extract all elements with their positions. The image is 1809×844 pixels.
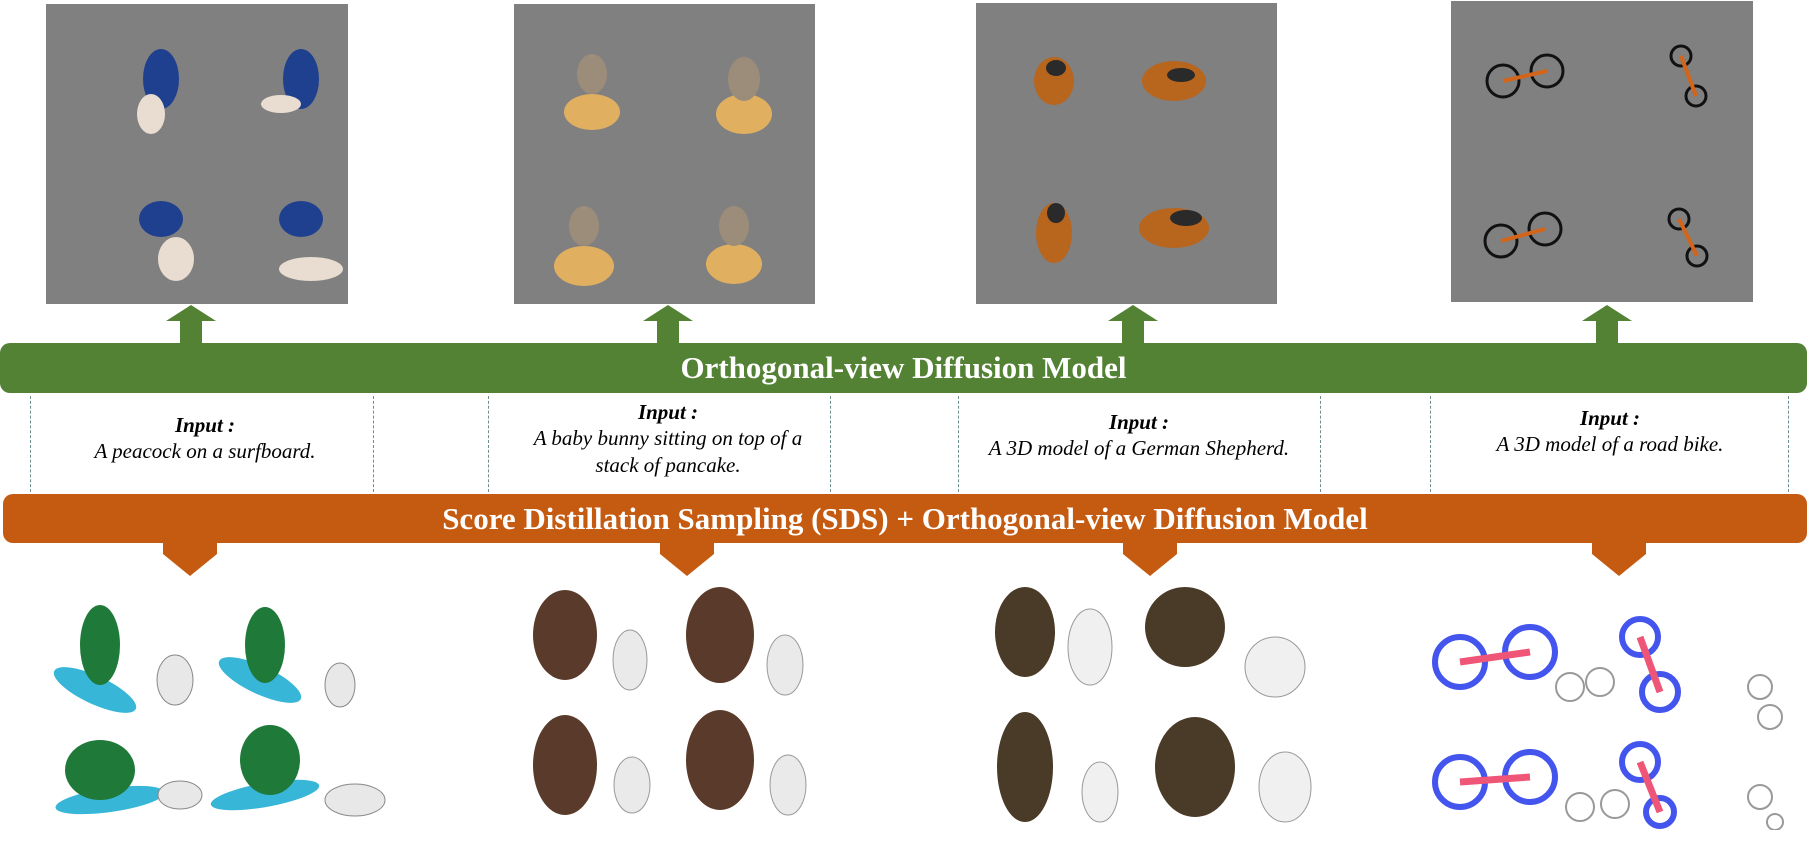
- sds-orthogonal-view-bar: Score Distillation Sampling (SDS) + Orth…: [3, 494, 1807, 543]
- bunny-views-panel: [514, 4, 815, 304]
- separator: [830, 396, 831, 492]
- bike-views-image: [1483, 44, 1709, 268]
- bike-views-panel: [1451, 1, 1753, 302]
- input-prompt-bunny: Input : A baby bunny sitting on top of a…: [510, 400, 826, 479]
- peacock-views-panel: [46, 4, 348, 304]
- orthogonal-view-diffusion-bar: Orthogonal-view Diffusion Model: [0, 343, 1807, 393]
- input-title: Input :: [1108, 410, 1170, 434]
- input-prompt-dog: Input : A 3D model of a German Shepherd.: [962, 410, 1316, 462]
- input-text: A peacock on a surfboard.: [94, 439, 316, 463]
- separator: [958, 396, 959, 492]
- input-title: Input :: [174, 413, 236, 437]
- separator: [1430, 396, 1431, 492]
- input-text: A 3D model of a German Shepherd.: [988, 436, 1290, 460]
- down-arrow-1: [163, 540, 217, 576]
- separator: [30, 396, 31, 492]
- bunny-views-image: [554, 54, 772, 286]
- down-arrow-4: [1592, 540, 1646, 576]
- separator: [1788, 396, 1789, 492]
- input-prompt-peacock: Input : A peacock on a surfboard.: [40, 413, 370, 465]
- peacock-views-image: [137, 49, 343, 281]
- up-arrow-2: [643, 305, 693, 345]
- input-title: Input :: [1579, 406, 1641, 430]
- input-text: A 3D model of a road bike.: [1496, 432, 1724, 456]
- bike-3d-image: [1432, 616, 1784, 830]
- separator: [488, 396, 489, 492]
- up-arrow-3: [1108, 305, 1158, 345]
- bunny-3d-results: [520, 575, 820, 825]
- down-arrow-3: [1123, 540, 1177, 576]
- orthogonal-view-diffusion-label: Orthogonal-view Diffusion Model: [680, 350, 1127, 385]
- peacock-3d-image: [53, 605, 386, 817]
- dog-views-image: [1034, 57, 1209, 263]
- separator: [373, 396, 374, 492]
- down-arrow-2: [660, 540, 714, 576]
- peacock-3d-results: [45, 570, 395, 830]
- input-title: Input :: [637, 400, 699, 424]
- sds-orthogonal-view-label: Score Distillation Sampling (SDS) + Orth…: [442, 500, 1368, 536]
- dog-3d-results: [985, 572, 1330, 834]
- input-prompt-bike: Input : A 3D model of a road bike.: [1440, 406, 1780, 458]
- dog-3d-image: [995, 587, 1312, 823]
- up-arrow-1: [166, 305, 216, 345]
- dog-views-panel: [976, 3, 1277, 304]
- input-text: A baby bunny sitting on top of a stack o…: [533, 426, 803, 477]
- bunny-3d-image: [533, 587, 807, 816]
- bike-3d-results: [1430, 582, 1802, 830]
- separator: [1320, 396, 1321, 492]
- up-arrow-4: [1582, 305, 1632, 345]
